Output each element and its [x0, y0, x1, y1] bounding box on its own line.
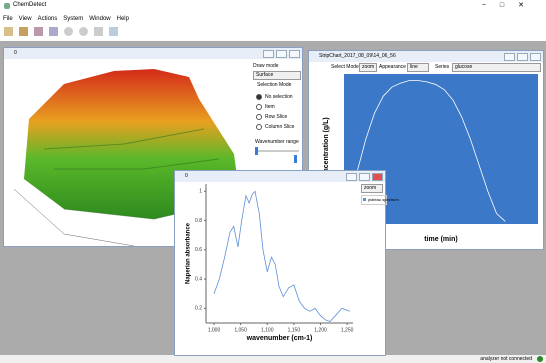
combo[interactable]: line — [407, 63, 429, 72]
tool[interactable] — [49, 27, 58, 36]
y-axis-label: Naperian absorbance — [186, 222, 192, 284]
combo[interactable]: zoom — [359, 63, 377, 72]
x-tick-label: 1,000 — [208, 327, 221, 333]
title-text: 0 — [14, 50, 17, 56]
x-tick-label: 1,250 — [341, 327, 354, 333]
radio-label: No selection — [265, 94, 293, 100]
slider-handle[interactable] — [255, 147, 258, 155]
legend: plateau spectrum — [361, 195, 399, 205]
tool[interactable] — [19, 27, 28, 36]
x-tick-label: 18 — [485, 228, 491, 234]
app-icon — [4, 3, 10, 9]
menu-bar: File View Actions System Window Help — [3, 16, 129, 22]
y-tick-label: 0.4 — [195, 276, 202, 282]
radio-option[interactable]: No selection — [256, 92, 294, 102]
label: Selection Mode — [257, 82, 292, 88]
title-text: 0 — [185, 173, 188, 179]
tool[interactable] — [64, 27, 73, 36]
app-title: ChemDetect — [13, 2, 47, 8]
menu-item[interactable]: Help — [116, 16, 129, 22]
strip-window: StripChart_2017_08_09\14_06_56 Select Mo… — [308, 50, 544, 250]
y-tick-label: 1.5 — [333, 143, 340, 149]
label: Wavenumber range — [255, 139, 299, 145]
legend-label: plateau spectrum — [368, 197, 399, 202]
x-tick-label: 16 — [398, 228, 404, 234]
tool[interactable] — [34, 27, 43, 36]
x-tick-label: 17 — [441, 228, 447, 234]
label: Select Mode — [331, 64, 359, 70]
axis — [13, 188, 135, 246]
label: Draw mode — [253, 63, 279, 69]
y-tick-label: 1 — [199, 189, 202, 195]
status-text: analyzer not connected — [480, 356, 532, 362]
x-tick-label: 1,150 — [288, 327, 301, 333]
range-slider[interactable] — [255, 150, 299, 152]
x-tick-label: 19 — [529, 228, 535, 234]
x-tick-label: 1,100 — [261, 327, 274, 333]
radio-label: Row Slice — [265, 114, 288, 120]
y-tick-label: 2 — [337, 78, 340, 84]
status-bar: analyzer not connected — [0, 355, 546, 363]
window-title: 0 — [175, 171, 385, 182]
combo[interactable]: glucose — [452, 63, 541, 72]
radio — [256, 114, 262, 120]
y-tick-label: 0.8 — [195, 218, 202, 224]
tool[interactable] — [4, 27, 13, 36]
y-axis-label: concentration (g/L) — [323, 117, 330, 180]
label: Series — [435, 64, 450, 70]
tool[interactable] — [94, 27, 103, 36]
menu-item[interactable]: Window — [89, 16, 111, 22]
mode-combo[interactable]: zoom — [361, 184, 383, 193]
window-title: StripChart_2017_08_09\14_06_56 — [309, 51, 543, 62]
y-tick-label: 0.6 — [195, 247, 202, 253]
menu-item[interactable]: File — [3, 16, 13, 22]
menu-item[interactable]: View — [18, 16, 32, 22]
tool[interactable] — [109, 27, 118, 36]
spectrum-window: 0 zoom plateau spectrum 0.2 0.4 0.6 0.8 1 1,0… — [174, 170, 399, 356]
radio — [256, 104, 262, 110]
window-controls[interactable]: −□✕ — [481, 2, 538, 9]
radio-label: Column Slice — [265, 124, 295, 130]
slider-handle[interactable] — [294, 155, 297, 163]
tool[interactable] — [79, 27, 88, 36]
radio — [256, 124, 262, 130]
radio — [256, 94, 262, 100]
title-text: StripChart_2017_08_09\14_06_56 — [319, 53, 396, 59]
label: Appearance — [379, 64, 406, 70]
radio-option[interactable]: Row Slice — [256, 112, 294, 122]
x-axis-label: time (min) — [424, 236, 457, 243]
status-led — [537, 356, 543, 362]
x-axis-label: wavenumber (cm-1) — [246, 335, 313, 342]
surface-window: 0 Draw mode Surface Selection Mode No se… — [3, 47, 303, 247]
legend-swatch — [363, 198, 366, 201]
toolbar — [4, 27, 118, 36]
radio-option[interactable]: Column Slice — [256, 122, 294, 132]
radio-label: Item — [265, 104, 275, 110]
menu-item[interactable]: Actions — [37, 16, 58, 22]
menu-item[interactable]: System — [63, 16, 84, 22]
series-line — [213, 190, 350, 323]
window-title: 0 — [4, 48, 302, 59]
spectrum-chart: 0.2 0.4 0.6 0.8 1 1,000 1,050 1,100 1,150 1,200 1,… — [186, 184, 354, 342]
series-line — [347, 80, 506, 222]
x-tick-label: 1,200 — [314, 327, 327, 333]
draw-mode-combo[interactable]: Surface — [253, 71, 301, 80]
x-tick-label: 1,050 — [234, 327, 247, 333]
y-tick-label: 0.2 — [195, 306, 202, 312]
selection-options: No selection Item Row Slice Column Slice — [256, 92, 294, 132]
radio-option[interactable]: Item — [256, 102, 294, 112]
